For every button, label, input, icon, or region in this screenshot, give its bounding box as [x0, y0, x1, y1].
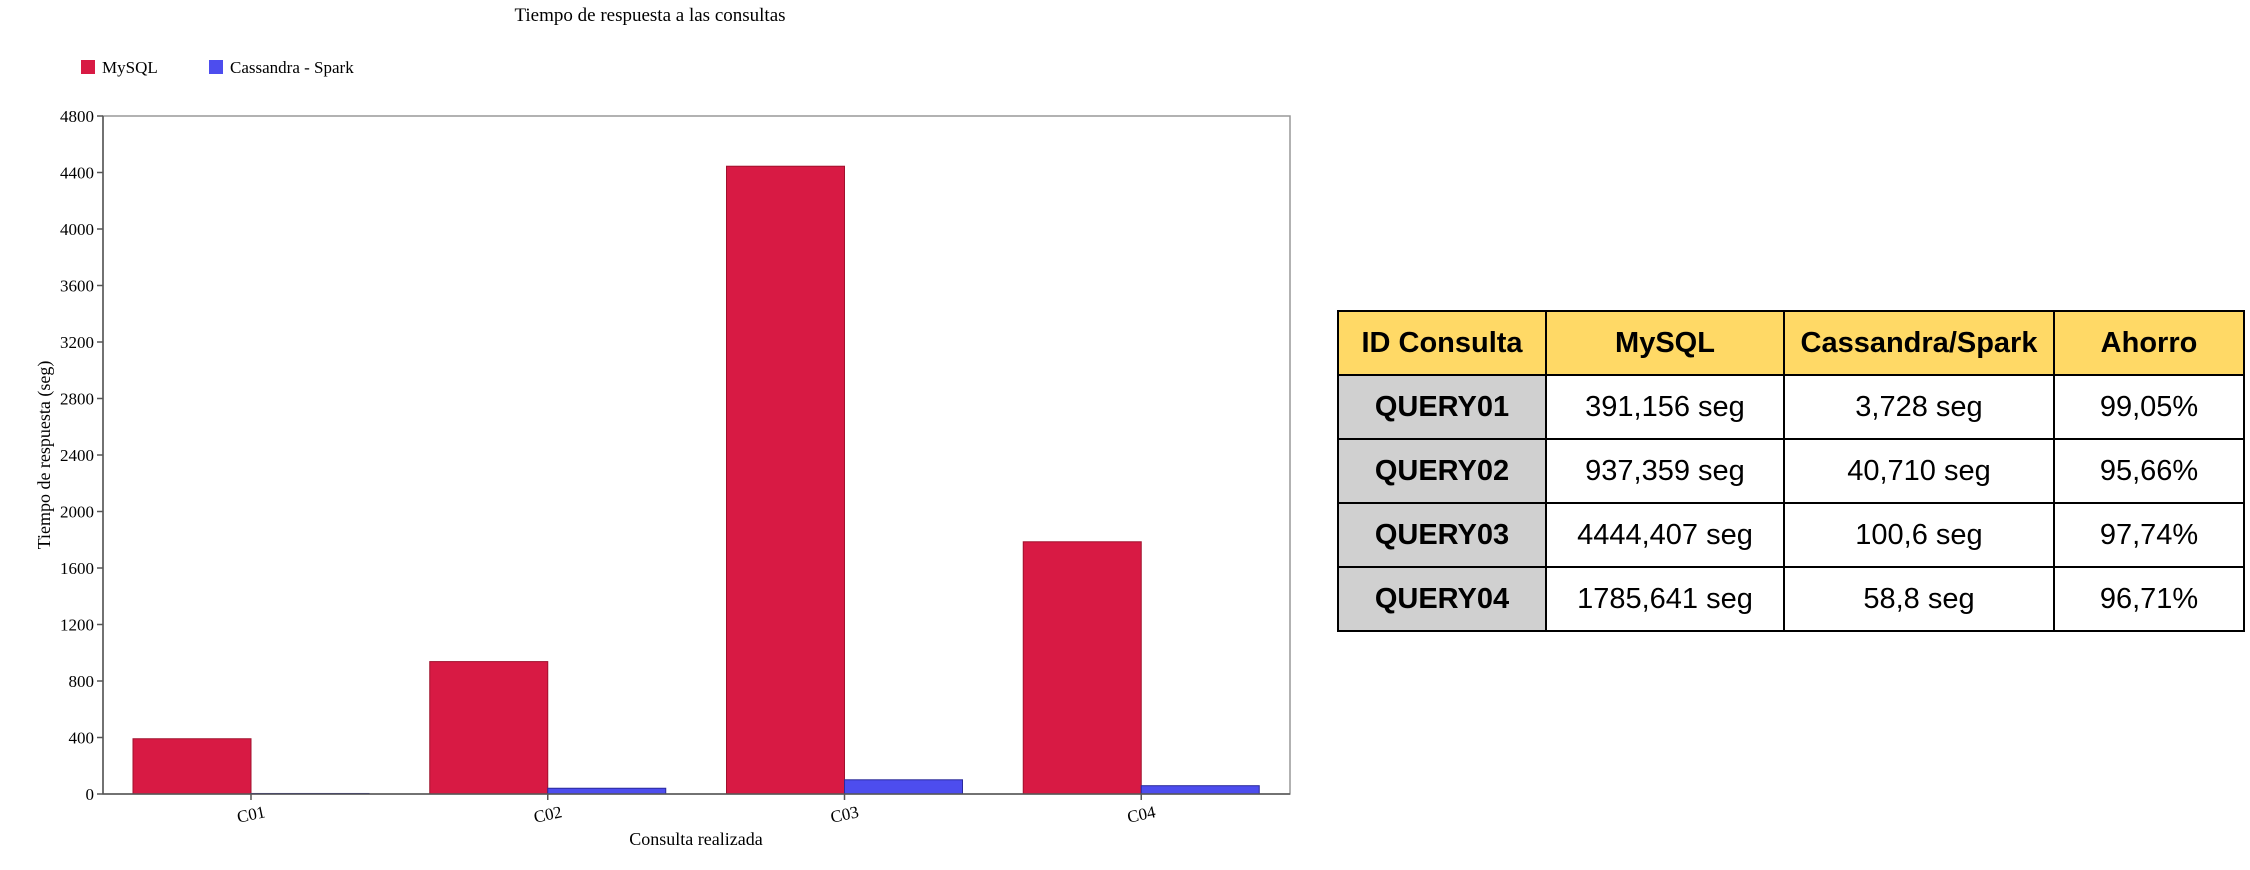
y-tick-label: 2400: [60, 446, 94, 465]
x-tick-label-c04: C04: [1126, 802, 1158, 827]
legend-swatch-mysql: [81, 60, 95, 74]
cell-id: QUERY02: [1337, 438, 1547, 504]
header-mysql: MySQL: [1545, 310, 1785, 376]
cell-ahorro: 95,66%: [2053, 438, 2245, 504]
x-tick-label-c03: C03: [829, 802, 861, 826]
cell-ahorro: 96,71%: [2053, 566, 2245, 632]
bar-chart: Tiempo de respuesta a las consultas MySQ…: [34, 5, 1291, 849]
y-tick-label: 0: [86, 785, 95, 804]
x-tick-label-c01: C01: [235, 802, 267, 826]
legend-label-cassandra-spark: Cassandra - Spark: [230, 58, 354, 77]
y-tick-label: 4000: [60, 220, 94, 239]
results-table: ID Consulta MySQL Cassandra/Spark Ahorro…: [1337, 310, 2245, 632]
cell-id: QUERY03: [1337, 502, 1547, 568]
cell-ahorro: 99,05%: [2053, 374, 2245, 440]
table-row: QUERY02 937,359 seg 40,710 seg 95,66%: [1337, 438, 2245, 504]
y-tick-label: 400: [69, 729, 95, 748]
bar-mysql-c02: [429, 661, 549, 795]
bar-cassandra-spark-c03: [844, 779, 963, 795]
header-cassandra-spark: Cassandra/Spark: [1783, 310, 2055, 376]
table-row: QUERY03 4444,407 seg 100,6 seg 97,74%: [1337, 502, 2245, 568]
cell-cassandra-spark: 3,728 seg: [1783, 374, 2055, 440]
header-ahorro: Ahorro: [2053, 310, 2245, 376]
y-tick-label: 4400: [60, 164, 94, 183]
cell-cassandra-spark: 100,6 seg: [1783, 502, 2055, 568]
y-tick-label: 4800: [60, 107, 94, 126]
x-axis: C01 C02 C03 C04: [103, 793, 1290, 827]
bar-mysql-c04: [1022, 541, 1142, 795]
cell-id: QUERY01: [1337, 374, 1547, 440]
legend: MySQL Cassandra - Spark: [81, 58, 354, 77]
bar-cassandra-spark-c02: [547, 787, 667, 795]
cell-mysql: 1785,641 seg: [1545, 566, 1785, 632]
y-tick-label: 3600: [60, 277, 94, 296]
legend-swatch-cassandra-spark: [209, 60, 223, 74]
cell-id: QUERY04: [1337, 566, 1547, 632]
y-axis: 0 400 800 1200 1600 2000 2400 2800 3200 3600 4000 4…: [60, 107, 104, 804]
table-row: QUERY04 1785,641 seg 58,8 seg 96,71%: [1337, 566, 2245, 632]
cell-mysql: 391,156 seg: [1545, 374, 1785, 440]
table-row: QUERY01 391,156 seg 3,728 seg 99,05%: [1337, 374, 2245, 440]
chart-title: Tiempo de respuesta a las consultas: [514, 5, 785, 26]
y-tick-label: 3200: [60, 333, 94, 352]
bar-mysql-c01: [132, 738, 252, 795]
y-tick-label: 2800: [60, 390, 94, 409]
x-tick-label-c02: C02: [532, 802, 564, 826]
bar-cassandra-spark-c04: [1140, 785, 1260, 795]
cell-cassandra-spark: 40,710 seg: [1783, 438, 2055, 504]
cell-mysql: 4444,407 seg: [1545, 502, 1785, 568]
y-tick-label: 1200: [60, 616, 94, 635]
x-axis-label: Consulta realizada: [629, 829, 762, 849]
legend-label-mysql: MySQL: [102, 58, 158, 77]
y-tick-label: 1600: [60, 559, 94, 578]
cell-cassandra-spark: 58,8 seg: [1783, 566, 2055, 632]
y-tick-label: 800: [69, 672, 95, 691]
y-tick-label: 2000: [60, 503, 94, 522]
header-id-consulta: ID Consulta: [1337, 310, 1547, 376]
cell-ahorro: 97,74%: [2053, 502, 2245, 568]
table-header-row: ID Consulta MySQL Cassandra/Spark Ahorro: [1337, 310, 2245, 376]
bar-mysql-c03: [726, 165, 845, 795]
cell-mysql: 937,359 seg: [1545, 438, 1785, 504]
y-axis-label: Tiempo de respuesta (seg): [34, 361, 55, 550]
